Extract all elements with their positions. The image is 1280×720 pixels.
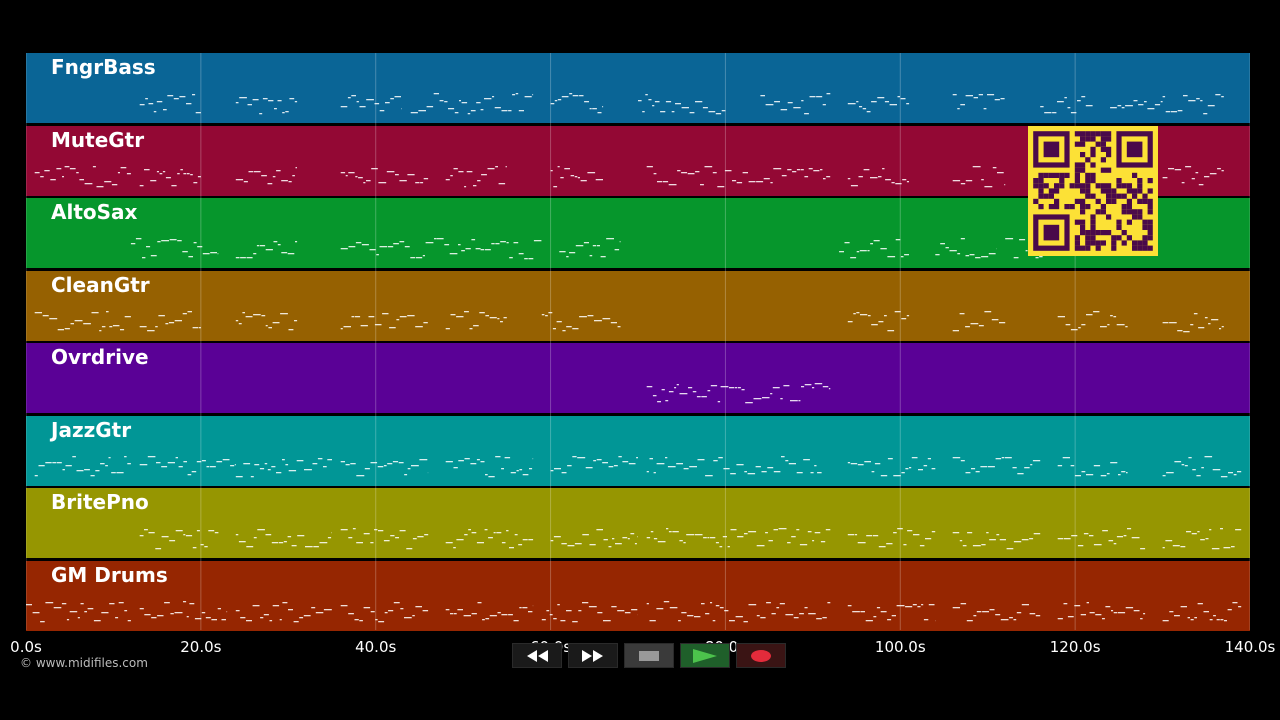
track-notes: [34, 455, 1242, 477]
time-tick-label: 120.0s: [1049, 638, 1101, 656]
copyright-text: © www.midifiles.com: [20, 656, 148, 670]
play-icon: [693, 648, 717, 663]
play-button[interactable]: [680, 643, 730, 668]
track-jazzgtr[interactable]: JazzGtr: [26, 415, 1250, 486]
track-label: JazzGtr: [51, 417, 132, 442]
stop-icon: [639, 650, 659, 661]
track-notes: [139, 93, 1224, 115]
rewind-button[interactable]: [512, 643, 562, 668]
track-gm-drums[interactable]: GM Drums: [26, 560, 1250, 631]
time-tick-label: 20.0s: [180, 638, 222, 656]
piano-roll-timeline[interactable]: FngrBass MuteGtr AltoSax CleanGtr Ovrdrive Ja…: [26, 53, 1250, 631]
record-button[interactable]: [736, 643, 786, 668]
stop-button[interactable]: [624, 643, 674, 668]
track-ovrdrive[interactable]: Ovrdrive: [26, 343, 1250, 413]
track-label: GM Drums: [51, 562, 168, 587]
track-label: BritePno: [51, 490, 149, 514]
record-icon: [751, 649, 771, 662]
track-label: FngrBass: [51, 55, 156, 79]
track-notes: [139, 528, 1242, 550]
track-label: CleanGtr: [51, 272, 150, 297]
track-notes: [130, 238, 1058, 260]
track-notes: [26, 600, 1242, 622]
transport-controls: [512, 643, 786, 668]
track-britepno[interactable]: BritePno: [26, 488, 1250, 558]
rewind-icon: [527, 649, 548, 662]
time-tick-label: 100.0s: [874, 638, 926, 656]
time-tick-label: 40.0s: [355, 638, 397, 656]
track-cleangtr[interactable]: CleanGtr: [26, 270, 1250, 341]
fast-forward-button[interactable]: [568, 643, 618, 668]
time-tick-label: 140.0s: [1224, 638, 1276, 656]
track-label: MuteGtr: [51, 127, 145, 152]
track-notes: [34, 165, 1224, 187]
time-tick-label: 0.0s: [10, 638, 42, 656]
fast-forward-icon: [582, 649, 603, 662]
track-label: Ovrdrive: [51, 345, 149, 369]
qr-code: [1028, 126, 1158, 256]
track-notes: [34, 310, 1224, 332]
track-label: AltoSax: [51, 200, 138, 224]
track-notes: [646, 383, 831, 404]
track-fngrbass[interactable]: FngrBass: [26, 53, 1250, 123]
